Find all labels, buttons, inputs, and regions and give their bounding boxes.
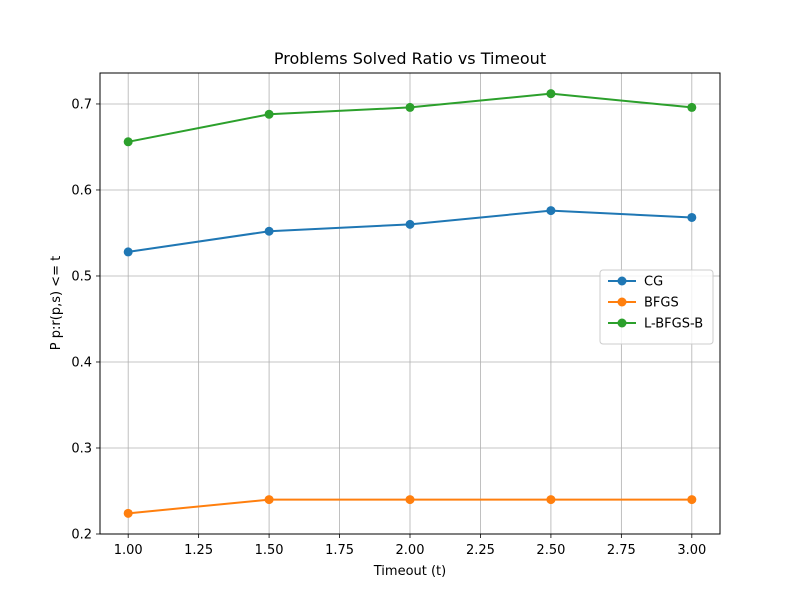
data-point-l-bfgs-b (405, 102, 415, 112)
data-point-l-bfgs-b (687, 102, 697, 112)
legend-item-cg: CG (608, 275, 663, 290)
x-tick-label: 1.25 (184, 543, 213, 558)
data-point-l-bfgs-b (123, 137, 133, 147)
legend-label: BFGS (644, 296, 679, 311)
data-point-bfgs (405, 495, 415, 505)
series-layer (123, 89, 697, 518)
x-tick-label: 1.50 (255, 543, 284, 558)
y-axis-label: P p:r(p,s) <= t (49, 256, 64, 350)
data-point-bfgs (264, 495, 274, 505)
data-point-cg (123, 247, 133, 257)
data-point-bfgs (123, 508, 133, 518)
data-point-cg (546, 206, 556, 216)
y-tick-label: 0.3 (71, 441, 92, 456)
x-tick-label: 2.00 (396, 543, 425, 558)
data-point-cg (264, 226, 274, 236)
y-tick-label: 0.6 (71, 183, 92, 198)
data-point-cg (405, 219, 415, 229)
data-point-bfgs (546, 495, 556, 505)
legend-marker (617, 297, 627, 307)
x-tick-label: 2.75 (607, 543, 636, 558)
legend-box (599, 269, 714, 345)
legend-marker (617, 276, 627, 286)
x-tick-label: 2.50 (536, 543, 565, 558)
x-tick-label: 1.75 (325, 543, 354, 558)
x-tick-label: 3.00 (677, 543, 706, 558)
y-tick-label: 0.5 (71, 269, 92, 284)
series-cg (123, 206, 697, 257)
legend-marker (617, 318, 627, 328)
y-tick-label: 0.4 (71, 355, 92, 370)
data-point-l-bfgs-b (264, 109, 274, 119)
legend: CG BFGS L-BFGS-B (599, 269, 714, 345)
x-axis-label: Timeout (t) (373, 564, 446, 579)
legend-item-bfgs: BFGS (608, 296, 679, 311)
data-point-cg (687, 212, 697, 222)
x-tick-label: 2.25 (466, 543, 495, 558)
legend-label: L-BFGS-B (644, 317, 703, 332)
x-tick-label: 1.00 (114, 543, 143, 558)
chart-title: Problems Solved Ratio vs Timeout (274, 49, 546, 68)
data-point-bfgs (687, 495, 697, 505)
y-tick-label: 0.2 (71, 528, 92, 543)
legend-item-l-bfgs-b: L-BFGS-B (608, 317, 703, 332)
series-l-bfgs-b (123, 89, 697, 147)
legend-label: CG (644, 275, 663, 290)
data-point-l-bfgs-b (546, 89, 556, 99)
y-tick-label: 0.7 (71, 97, 92, 112)
series-bfgs (123, 495, 697, 518)
ticks: 1.00 1.25 1.50 1.75 2.00 2.25 2.50 2.75 3.00 0.2 0… (71, 97, 706, 558)
